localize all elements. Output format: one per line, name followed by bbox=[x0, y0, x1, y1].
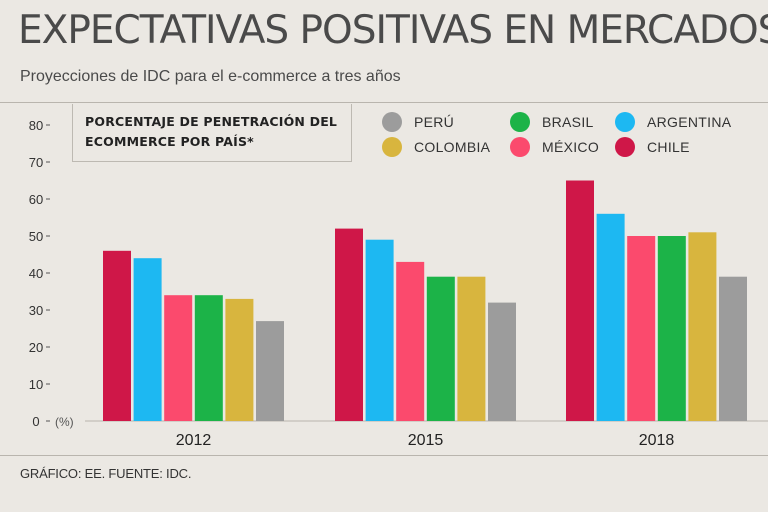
y-unit-label: (%) bbox=[55, 415, 74, 429]
bar-2015-colombia bbox=[457, 276, 486, 421]
bar-2012-chile bbox=[103, 250, 131, 421]
bar-2015-perú bbox=[488, 302, 516, 421]
legend-label: COLOMBIA bbox=[414, 139, 491, 155]
chart-title: EXPECTATIVAS POSITIVAS EN MERCADOS bbox=[18, 8, 768, 53]
legend-label: ARGENTINA bbox=[647, 114, 732, 130]
chart-subtitle: Proyecciones de IDC para el e-commerce a… bbox=[20, 68, 401, 85]
legend-label: BRASIL bbox=[542, 114, 594, 130]
legend-label: CHILE bbox=[647, 139, 690, 155]
y-tick-label: 50 bbox=[29, 229, 43, 244]
x-tick-label: 2018 bbox=[639, 432, 675, 449]
bar-2018-brasil bbox=[657, 236, 686, 421]
legend-item-perú: PERÚ bbox=[382, 112, 454, 132]
legend-swatch bbox=[382, 112, 402, 132]
bar-2012-perú bbox=[256, 321, 284, 421]
legend-item-chile: CHILE bbox=[615, 137, 690, 157]
bar-2015-argentina bbox=[365, 239, 394, 421]
bottom-divider bbox=[0, 455, 768, 456]
bar-2018-argentina bbox=[596, 213, 625, 421]
bar-2015-méxico bbox=[396, 261, 425, 421]
top-divider bbox=[0, 102, 768, 103]
y-tick-label: 0 bbox=[32, 414, 39, 429]
legend-swatch bbox=[510, 137, 530, 157]
bar-2012-colombia bbox=[225, 298, 254, 421]
bar-2012-méxico bbox=[164, 295, 193, 421]
legend-label: MÉXICO bbox=[542, 139, 600, 155]
bar-2018-méxico bbox=[627, 236, 656, 421]
legend-item-argentina: ARGENTINA bbox=[615, 112, 731, 132]
bar-2015-brasil bbox=[426, 276, 455, 421]
legend-item-brasil: BRASIL bbox=[510, 112, 594, 132]
legend-swatch bbox=[510, 112, 530, 132]
y-tick-label: 80 bbox=[29, 118, 43, 133]
bar-2018-colombia bbox=[688, 232, 717, 421]
chart-label-box: PORCENTAJE DE PENETRACIÓN DEL ECOMMERCE … bbox=[72, 104, 352, 162]
y-tick-label: 40 bbox=[29, 266, 43, 281]
chart-label-box-title: PORCENTAJE DE PENETRACIÓN DEL ECOMMERCE … bbox=[85, 114, 338, 149]
y-tick-label: 60 bbox=[29, 192, 43, 207]
legend: PERÚ BRASIL ARGENTINA COLOMBIA MÉXICO CHILE bbox=[382, 112, 762, 168]
legend-label: PERÚ bbox=[414, 114, 455, 130]
legend-swatch bbox=[615, 137, 635, 157]
bar-2018-perú bbox=[719, 276, 747, 421]
y-tick-label: 10 bbox=[29, 377, 43, 392]
y-tick-label: 20 bbox=[29, 340, 43, 355]
x-tick-label: 2012 bbox=[176, 432, 212, 449]
legend-swatch bbox=[615, 112, 635, 132]
legend-swatch bbox=[382, 137, 402, 157]
bar-2015-chile bbox=[335, 228, 363, 421]
footer-source: GRÁFICO: EE. FUENTE: IDC. bbox=[20, 466, 192, 481]
bar-2012-argentina bbox=[133, 258, 162, 421]
legend-item-colombia: COLOMBIA bbox=[382, 137, 490, 157]
y-tick-label: 30 bbox=[29, 303, 43, 318]
bar-2018-chile bbox=[566, 180, 594, 421]
legend-item-méxico: MÉXICO bbox=[510, 137, 599, 157]
bar-2012-brasil bbox=[194, 295, 223, 421]
y-tick-label: 70 bbox=[29, 155, 43, 170]
x-tick-label: 2015 bbox=[408, 432, 444, 449]
